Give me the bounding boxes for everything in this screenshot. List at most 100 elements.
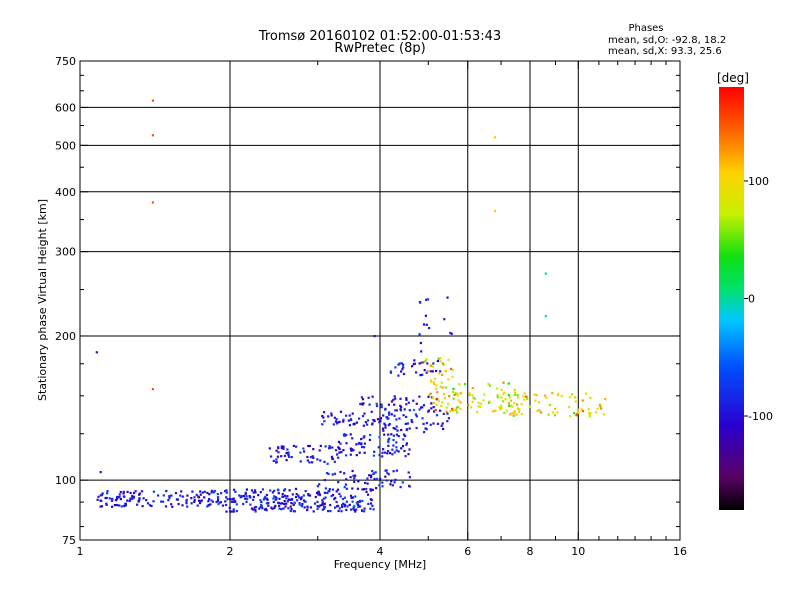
data-point (418, 408, 421, 411)
data-point (311, 461, 314, 464)
data-point (334, 506, 337, 509)
data-point (345, 442, 348, 445)
data-point (471, 387, 474, 390)
data-point (499, 408, 502, 411)
data-point (116, 496, 119, 499)
data-point (318, 483, 321, 486)
data-point (382, 414, 385, 417)
data-point (283, 489, 286, 492)
data-point (496, 396, 499, 399)
data-point (548, 403, 551, 406)
data-point (433, 382, 436, 386)
data-point (304, 500, 307, 503)
data-point (435, 414, 439, 417)
data-point (132, 495, 135, 498)
data-point (200, 500, 203, 503)
data-point (355, 421, 358, 424)
data-point (390, 480, 393, 483)
data-point (408, 409, 411, 412)
data-point (457, 399, 460, 402)
data-point (365, 490, 368, 493)
data-point (333, 472, 337, 475)
data-point (306, 459, 309, 462)
data-point (397, 374, 400, 377)
data-point (588, 412, 591, 415)
data-point (389, 371, 393, 374)
data-point (331, 457, 334, 460)
data-point (323, 460, 326, 463)
data-point (441, 386, 444, 389)
data-point (136, 503, 139, 506)
data-point (225, 510, 228, 513)
data-point (425, 371, 428, 374)
y-axis-label: Stationary phase Virtual Height [km] (36, 199, 49, 401)
data-point (302, 499, 306, 502)
data-point (207, 500, 210, 503)
data-point (360, 396, 363, 399)
data-point (323, 507, 326, 510)
data-point (371, 422, 374, 425)
data-point (118, 496, 121, 499)
data-point (463, 383, 467, 386)
data-point (339, 470, 342, 474)
data-point (520, 413, 523, 416)
data-point (231, 498, 234, 501)
data-point (351, 469, 354, 473)
data-point (168, 495, 171, 498)
data-point (393, 414, 396, 417)
colorbar-tick-label: -100 (748, 410, 773, 423)
data-point (367, 502, 370, 505)
data-point (595, 411, 598, 414)
data-point (342, 420, 345, 423)
data-point (504, 398, 507, 401)
data-point (442, 427, 445, 431)
data-point (283, 500, 286, 503)
data-point (429, 364, 432, 367)
data-point (131, 494, 134, 498)
data-point (429, 423, 432, 426)
data-point (298, 496, 301, 499)
data-point (357, 505, 360, 508)
data-point (408, 476, 411, 479)
data-point (265, 493, 268, 497)
data-point (400, 362, 403, 365)
data-point (335, 500, 338, 504)
data-point (569, 415, 572, 418)
data-point (208, 498, 211, 501)
data-point (298, 503, 301, 506)
data-point (383, 422, 386, 425)
data-point (298, 502, 301, 505)
data-point (207, 504, 210, 507)
data-point (397, 450, 400, 453)
data-point (402, 414, 405, 417)
data-point (440, 424, 443, 427)
data-point (447, 417, 450, 420)
data-point (275, 449, 278, 452)
data-point (392, 438, 395, 442)
data-point (345, 433, 348, 437)
data-point (331, 446, 334, 449)
data-point (319, 444, 322, 447)
data-point (454, 392, 457, 395)
data-point (193, 499, 196, 502)
data-point (338, 492, 341, 495)
data-point (450, 367, 453, 370)
data-point (419, 374, 422, 377)
data-point (447, 402, 450, 405)
data-point (254, 491, 257, 494)
data-point (347, 419, 350, 422)
data-point (535, 394, 538, 397)
data-point (366, 493, 370, 496)
data-point (225, 491, 228, 494)
data-point (238, 494, 241, 497)
data-point (245, 500, 248, 503)
data-point (411, 420, 414, 424)
data-point (364, 421, 367, 424)
data-point (517, 407, 520, 411)
data-point (162, 494, 165, 497)
data-point (362, 424, 365, 427)
data-point (511, 405, 514, 408)
data-point (345, 414, 348, 417)
data-point (371, 488, 374, 491)
data-point (602, 413, 605, 416)
